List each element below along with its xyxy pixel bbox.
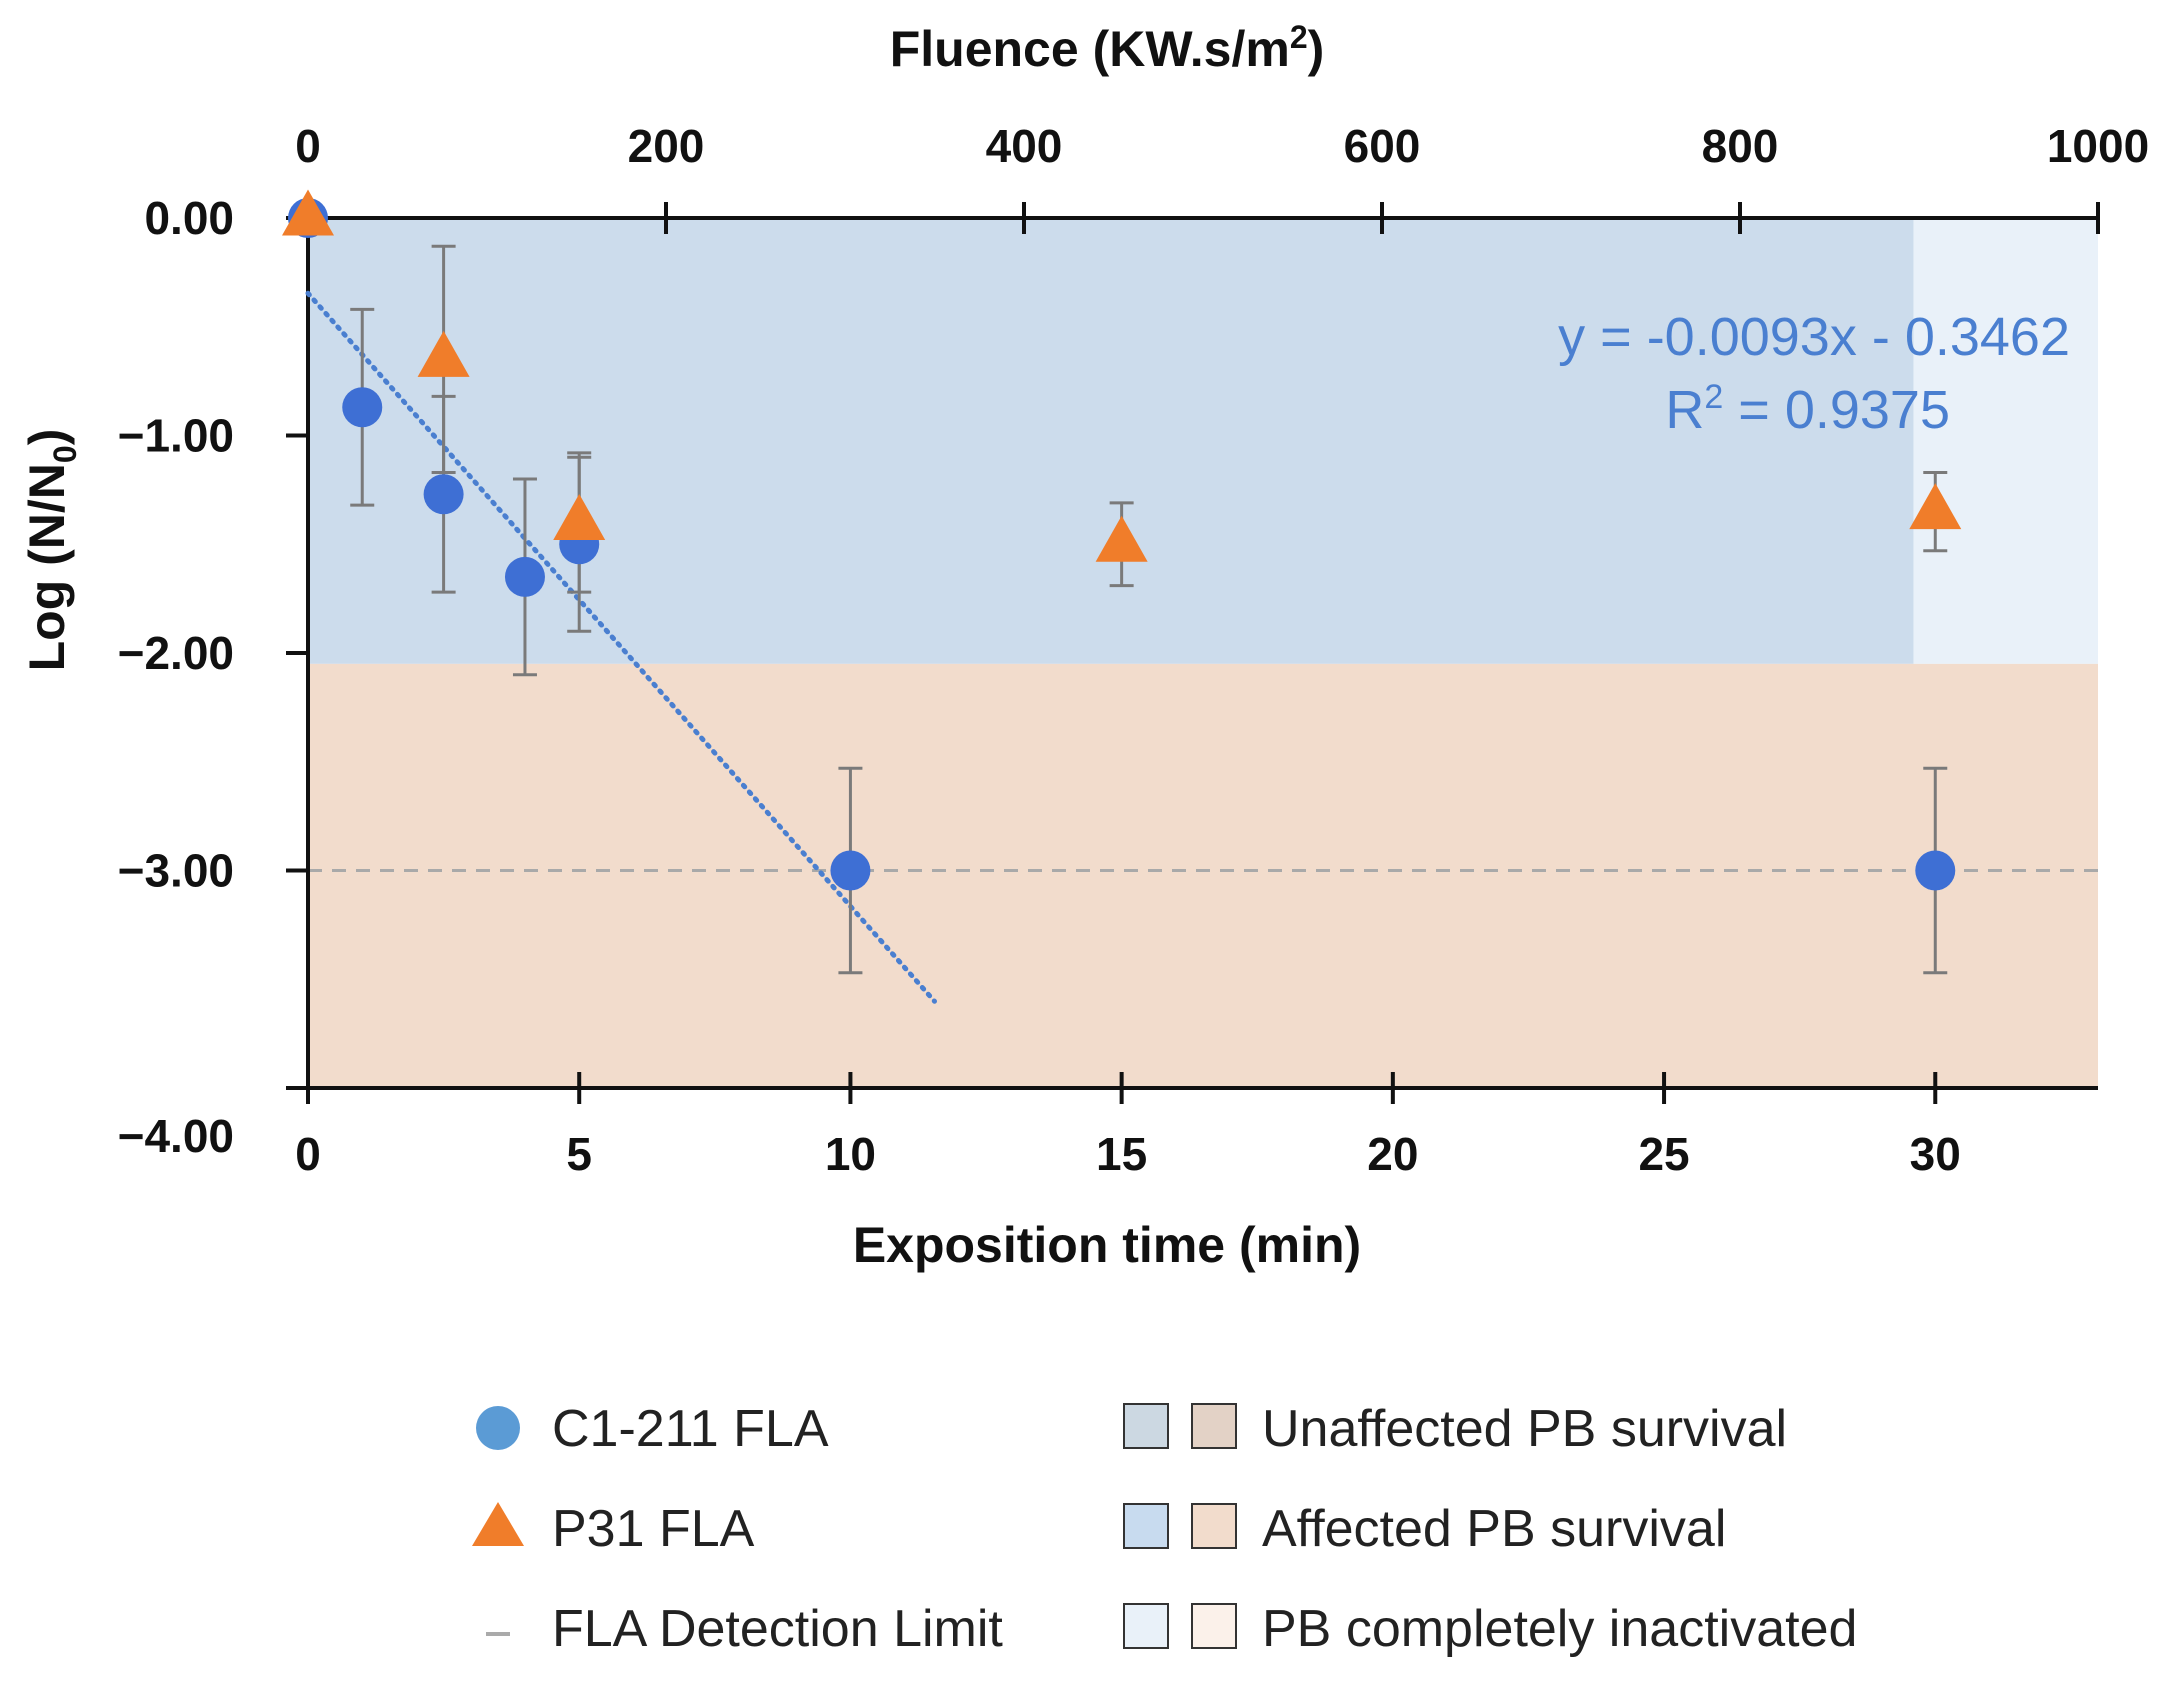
y-axis-title-sub: 0: [47, 445, 83, 463]
legend-swatch-orange: [1191, 1603, 1237, 1649]
legend-swatch-blue: [1123, 1403, 1169, 1449]
c1-211-point: [830, 850, 871, 891]
p31-point: [1095, 515, 1148, 562]
legend-circle-symbol: [476, 1406, 520, 1450]
top-tick-label: 0: [295, 120, 321, 172]
bottom-tick-label: 20: [1367, 1128, 1418, 1180]
axes: 0 200 400 600 800 1000 0 5 10 15 20 25 30 0.00 −1.00 −2…: [118, 120, 2150, 1180]
r2-value: = 0.9375: [1723, 380, 1950, 440]
y-tick-label: −3.00: [118, 845, 234, 897]
top-tick-label: 400: [986, 120, 1063, 172]
top-axis-title-end: ): [1308, 21, 1325, 77]
y-tick-label: −2.00: [118, 627, 234, 679]
y-axis-title-text: Log (N/N: [19, 463, 75, 671]
trendline-equation: y = -0.0093x - 0.3462: [1558, 307, 2070, 367]
legend-swatch-orange: [1191, 1503, 1237, 1549]
trendline-r-squared: R2 = 0.9375: [1665, 378, 1950, 440]
top-tick-label: 1000: [2047, 120, 2149, 172]
p31-point: [553, 493, 606, 540]
top-axis-title-text: Fluence (KW.s/m: [890, 21, 1290, 77]
y-axis-title-end: ): [19, 429, 75, 446]
bottom-tick-label: 25: [1638, 1128, 1689, 1180]
legend-swatch-blue: [1123, 1603, 1169, 1649]
legend-right-label: Affected PB survival: [1262, 1500, 1726, 1558]
c1-211-point: [423, 474, 464, 515]
y-tick-label: 0.00: [144, 192, 234, 244]
p31-point: [417, 330, 470, 377]
bottom-axis-title: Exposition time (min): [853, 1217, 1361, 1273]
legend: C1-211 FLA P31 FLA FLA Detection Limit Unaf…: [472, 1400, 1857, 1658]
legend-triangle-symbol: [472, 1502, 524, 1546]
legend-right-label: Unaffected PB survival: [1262, 1400, 1787, 1458]
r2-prefix: R: [1665, 380, 1704, 440]
top-tick-label: 800: [1702, 120, 1779, 172]
affected-survival-lower-zone: [308, 663, 2098, 1088]
top-tick-label: 600: [1344, 120, 1421, 172]
top-tick-label: 200: [628, 120, 705, 172]
legend-swatch-blue: [1123, 1503, 1169, 1549]
affected-survival-zone: [308, 218, 1914, 664]
y-tick-label: −1.00: [118, 410, 234, 462]
c1-211-point: [1915, 850, 1956, 891]
bottom-tick-label: 5: [566, 1128, 592, 1180]
bottom-tick-label: 0: [295, 1128, 321, 1180]
top-axis-title-sup: 2: [1290, 19, 1308, 55]
legend-right-label: PB completely inactivated: [1262, 1600, 1857, 1658]
legend-left-label: C1-211 FLA: [552, 1400, 829, 1458]
bottom-tick-label: 10: [825, 1128, 876, 1180]
p31-point: [1909, 483, 1962, 530]
c1-211-point: [504, 556, 545, 597]
data-markers: [282, 189, 1962, 891]
c1-211-point: [342, 387, 383, 428]
p31-point: [282, 189, 334, 236]
legend-swatch-orange: [1191, 1403, 1237, 1449]
r2-sup: 2: [1704, 378, 1723, 416]
top-axis-title: Fluence (KW.s/m2): [890, 19, 1325, 77]
bottom-tick-label: 15: [1096, 1128, 1147, 1180]
bottom-tick-label: 30: [1910, 1128, 1961, 1180]
completely-inactivated-zone: [1913, 218, 2098, 664]
legend-left-label: P31 FLA: [552, 1500, 755, 1558]
legend-left-label: FLA Detection Limit: [552, 1600, 1003, 1658]
y-tick-label: −4.00: [118, 1110, 234, 1162]
background-regions: [308, 218, 2098, 1088]
y-axis-title: Log (N/N0): [19, 429, 83, 672]
